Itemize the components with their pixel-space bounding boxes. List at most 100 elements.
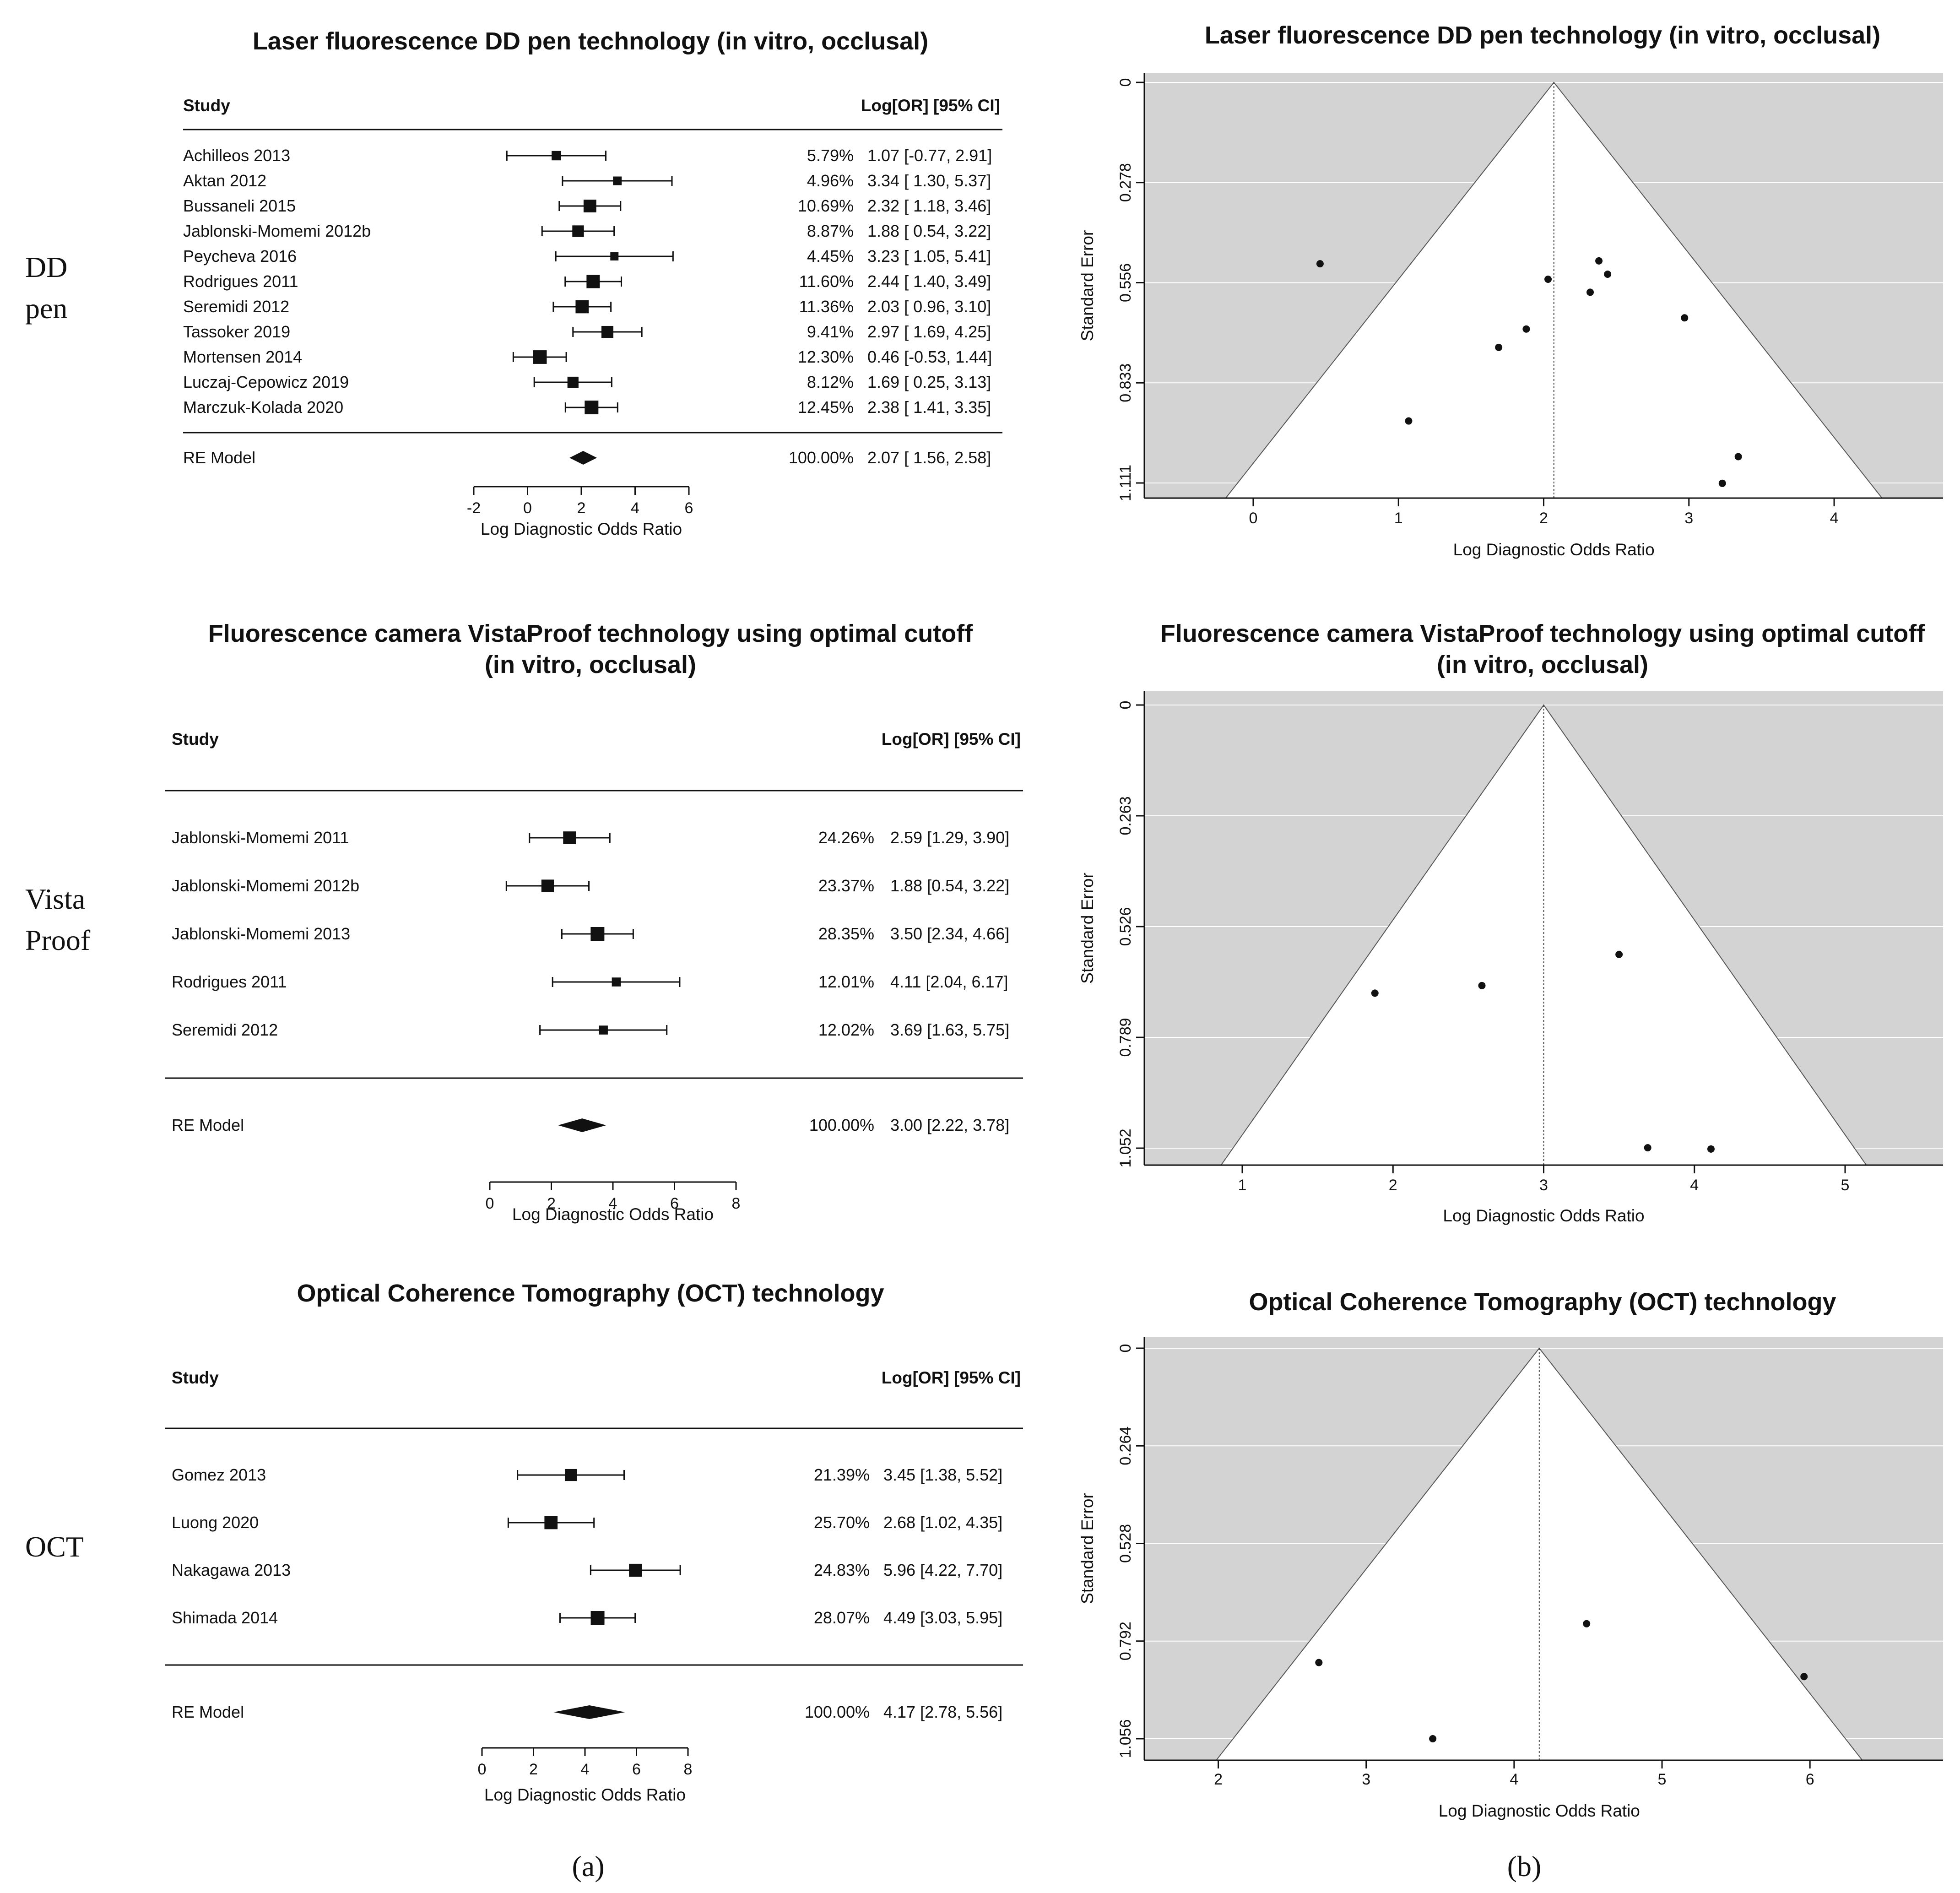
- x-tick-label: 4: [631, 499, 639, 517]
- forest-title: Laser fluorescence DD pen technology (in…: [253, 27, 928, 55]
- funnel-title: (in vitro, occlusal): [1437, 651, 1648, 678]
- x-tick-label: 2: [1389, 1177, 1397, 1194]
- study-weight: 12.02%: [818, 1020, 874, 1039]
- study-weight: 28.07%: [814, 1608, 870, 1627]
- x-tick-label: 3: [1362, 1771, 1370, 1788]
- study-weight: 25.70%: [814, 1513, 870, 1532]
- y-tick-label: 0.833: [1117, 363, 1134, 402]
- study-point: [1316, 260, 1324, 268]
- study-name: Seremidi 2012: [172, 1020, 278, 1039]
- column-header-study: Study: [183, 96, 230, 115]
- study-name: Jablonski-Momemi 2013: [172, 924, 350, 943]
- x-tick-label: 3: [1539, 1177, 1548, 1194]
- y-tick-label: 0: [1117, 701, 1134, 710]
- x-tick-label: 6: [1806, 1771, 1814, 1788]
- study-name: Aktan 2012: [183, 171, 266, 190]
- y-tick-label: 0.263: [1117, 796, 1134, 835]
- study-name: Luczaj-Cepowicz 2019: [183, 373, 349, 391]
- study-ci: 1.69 [ 0.25, 3.13]: [867, 373, 991, 391]
- summary-diamond: [569, 451, 597, 465]
- effect-square: [552, 151, 561, 161]
- study-ci: 2.97 [ 1.69, 4.25]: [867, 322, 991, 341]
- forest-title: Optical Coherence Tomography (OCT) techn…: [297, 1280, 884, 1307]
- summary-weight: 100.00%: [809, 1116, 874, 1134]
- x-axis-label: Log Diagnostic Odds Ratio: [481, 520, 682, 538]
- study-point: [1718, 479, 1726, 487]
- study-point: [1595, 257, 1603, 265]
- study-ci: 3.45 [1.38, 5.52]: [883, 1465, 1002, 1484]
- x-tick-label: 4: [1510, 1771, 1518, 1788]
- study-name: Seremidi 2012: [183, 297, 289, 316]
- study-name: Rodrigues 2011: [183, 272, 298, 291]
- x-axis-label: Log Diagnostic Odds Ratio: [512, 1205, 714, 1224]
- study-weight: 24.26%: [818, 828, 874, 847]
- y-axis-label: Standard Error: [1078, 230, 1097, 342]
- study-name: Jablonski-Momemi 2012b: [183, 222, 371, 240]
- summary-ci: 3.00 [2.22, 3.78]: [890, 1116, 1009, 1134]
- x-tick-label: 2: [547, 1195, 556, 1212]
- study-ci: 1.88 [ 0.54, 3.22]: [867, 222, 991, 240]
- x-tick-label: 8: [684, 1761, 693, 1778]
- column-header-study: Study: [172, 1368, 219, 1387]
- group-label: Proof: [25, 924, 91, 956]
- study-point: [1371, 989, 1379, 997]
- study-weight: 11.36%: [799, 297, 854, 316]
- study-point: [1586, 288, 1594, 296]
- y-tick-label: 0.789: [1117, 1018, 1134, 1057]
- study-name: Gomez 2013: [172, 1465, 266, 1484]
- study-ci: 3.34 [ 1.30, 5.37]: [867, 171, 991, 190]
- study-weight: 11.60%: [799, 272, 854, 291]
- x-tick-label: 2: [1539, 510, 1548, 527]
- summary-weight: 100.00%: [789, 448, 854, 467]
- y-tick-label: 0.264: [1117, 1427, 1134, 1465]
- funnel-title: Fluorescence camera VistaProof technolog…: [1160, 620, 1925, 647]
- study-weight: 24.83%: [814, 1561, 870, 1579]
- y-tick-label: 0.526: [1117, 907, 1134, 946]
- study-weight: 12.30%: [798, 347, 854, 366]
- column-header-effect: Log[OR] [95% CI]: [861, 96, 1000, 115]
- study-name: Shimada 2014: [172, 1608, 278, 1627]
- effect-square: [583, 200, 596, 212]
- study-ci: 2.44 [ 1.40, 3.49]: [867, 272, 991, 291]
- effect-square: [590, 1611, 605, 1625]
- x-tick-label: 0: [486, 1195, 494, 1212]
- x-tick-label: 5: [1841, 1177, 1850, 1194]
- group-label: DD: [25, 251, 67, 283]
- effect-square: [533, 350, 547, 364]
- study-point: [1405, 417, 1413, 425]
- summary-weight: 100.00%: [805, 1703, 870, 1721]
- study-ci: 4.49 [3.03, 5.95]: [883, 1608, 1002, 1627]
- group-label: OCT: [25, 1530, 84, 1563]
- study-name: Jablonski-Momemi 2012b: [172, 876, 359, 895]
- study-name: Rodrigues 2011: [172, 972, 287, 991]
- x-tick-label: 2: [529, 1761, 538, 1778]
- study-weight: 28.35%: [818, 924, 874, 943]
- y-axis-label: Standard Error: [1078, 873, 1097, 984]
- study-point: [1800, 1673, 1808, 1681]
- effect-square: [567, 376, 579, 388]
- study-name: Peycheva 2016: [183, 247, 297, 266]
- y-tick-label: 0: [1117, 78, 1134, 87]
- study-name: Tassoker 2019: [183, 322, 290, 341]
- y-tick-label: 1.111: [1117, 465, 1134, 501]
- study-point: [1495, 343, 1503, 351]
- summary-ci: 4.17 [2.78, 5.56]: [883, 1703, 1002, 1721]
- study-name: Marczuk-Kolada 2020: [183, 398, 343, 417]
- study-ci: 2.59 [1.29, 3.90]: [890, 828, 1009, 847]
- effect-square: [586, 275, 600, 288]
- study-ci: 0.46 [-0.53, 1.44]: [867, 347, 992, 366]
- column-header-effect: Log[OR] [95% CI]: [882, 1368, 1021, 1387]
- effect-square: [575, 300, 589, 314]
- study-ci: 1.88 [0.54, 3.22]: [890, 876, 1009, 895]
- y-tick-label: 0: [1117, 1344, 1134, 1353]
- study-name: Luong 2020: [172, 1513, 259, 1532]
- study-weight: 8.12%: [807, 373, 854, 391]
- study-name: Jablonski-Momemi 2011: [172, 828, 349, 847]
- study-point: [1522, 325, 1530, 333]
- x-tick-label: 0: [478, 1761, 487, 1778]
- study-ci: 2.38 [ 1.41, 3.35]: [867, 398, 991, 417]
- study-name: Bussaneli 2015: [183, 196, 296, 215]
- y-tick-label: 0.528: [1117, 1524, 1134, 1563]
- study-weight: 8.87%: [807, 222, 854, 240]
